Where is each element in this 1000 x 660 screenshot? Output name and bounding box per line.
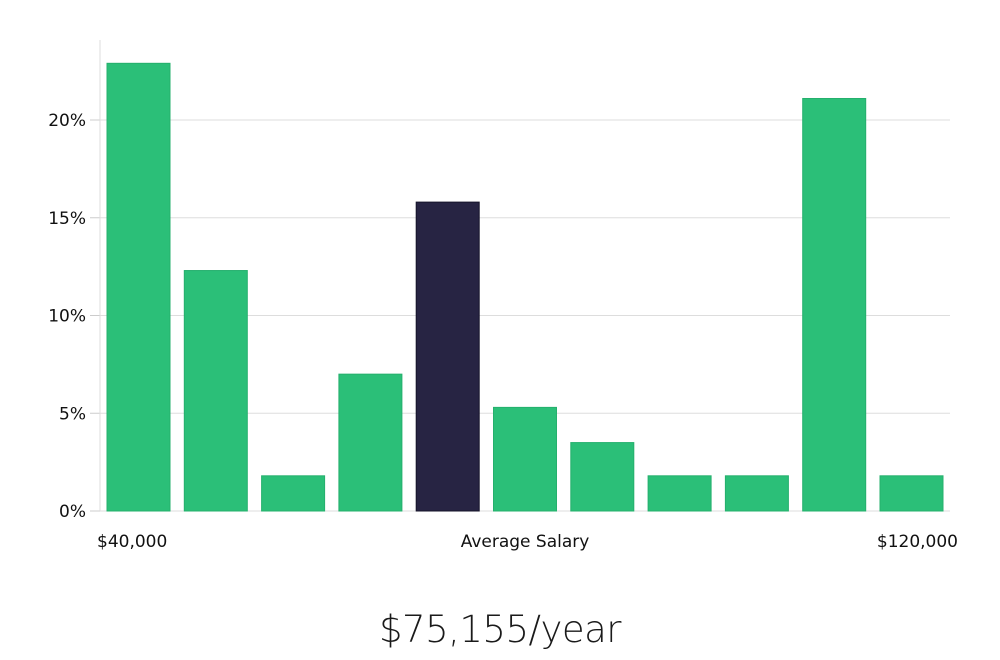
- y-tick-label: 10%: [48, 307, 86, 327]
- x-min-label: $40,000: [97, 532, 167, 552]
- y-tick-label: 5%: [59, 404, 86, 424]
- salary-histogram: 0% 5% 10% 15% 20% $40,000 Average Salary $120,0…: [48, 40, 958, 552]
- bar: [570, 442, 635, 512]
- x-axis-title: Average Salary: [461, 532, 590, 552]
- x-max-label: $120,000: [877, 532, 958, 552]
- y-tick-label: 15%: [48, 209, 86, 229]
- bar: [879, 475, 944, 512]
- bar: [338, 373, 403, 512]
- average-salary-value: $75,155/year: [378, 608, 622, 651]
- bar: [493, 406, 557, 512]
- bar: [802, 97, 867, 512]
- y-tick-label: 0%: [59, 502, 86, 522]
- bar: [261, 475, 326, 512]
- bar: [724, 475, 789, 512]
- bar: [106, 62, 171, 512]
- bar-highlighted: [415, 201, 480, 512]
- bar: [647, 475, 712, 512]
- y-tick-label: 20%: [48, 111, 86, 131]
- bar: [183, 270, 248, 512]
